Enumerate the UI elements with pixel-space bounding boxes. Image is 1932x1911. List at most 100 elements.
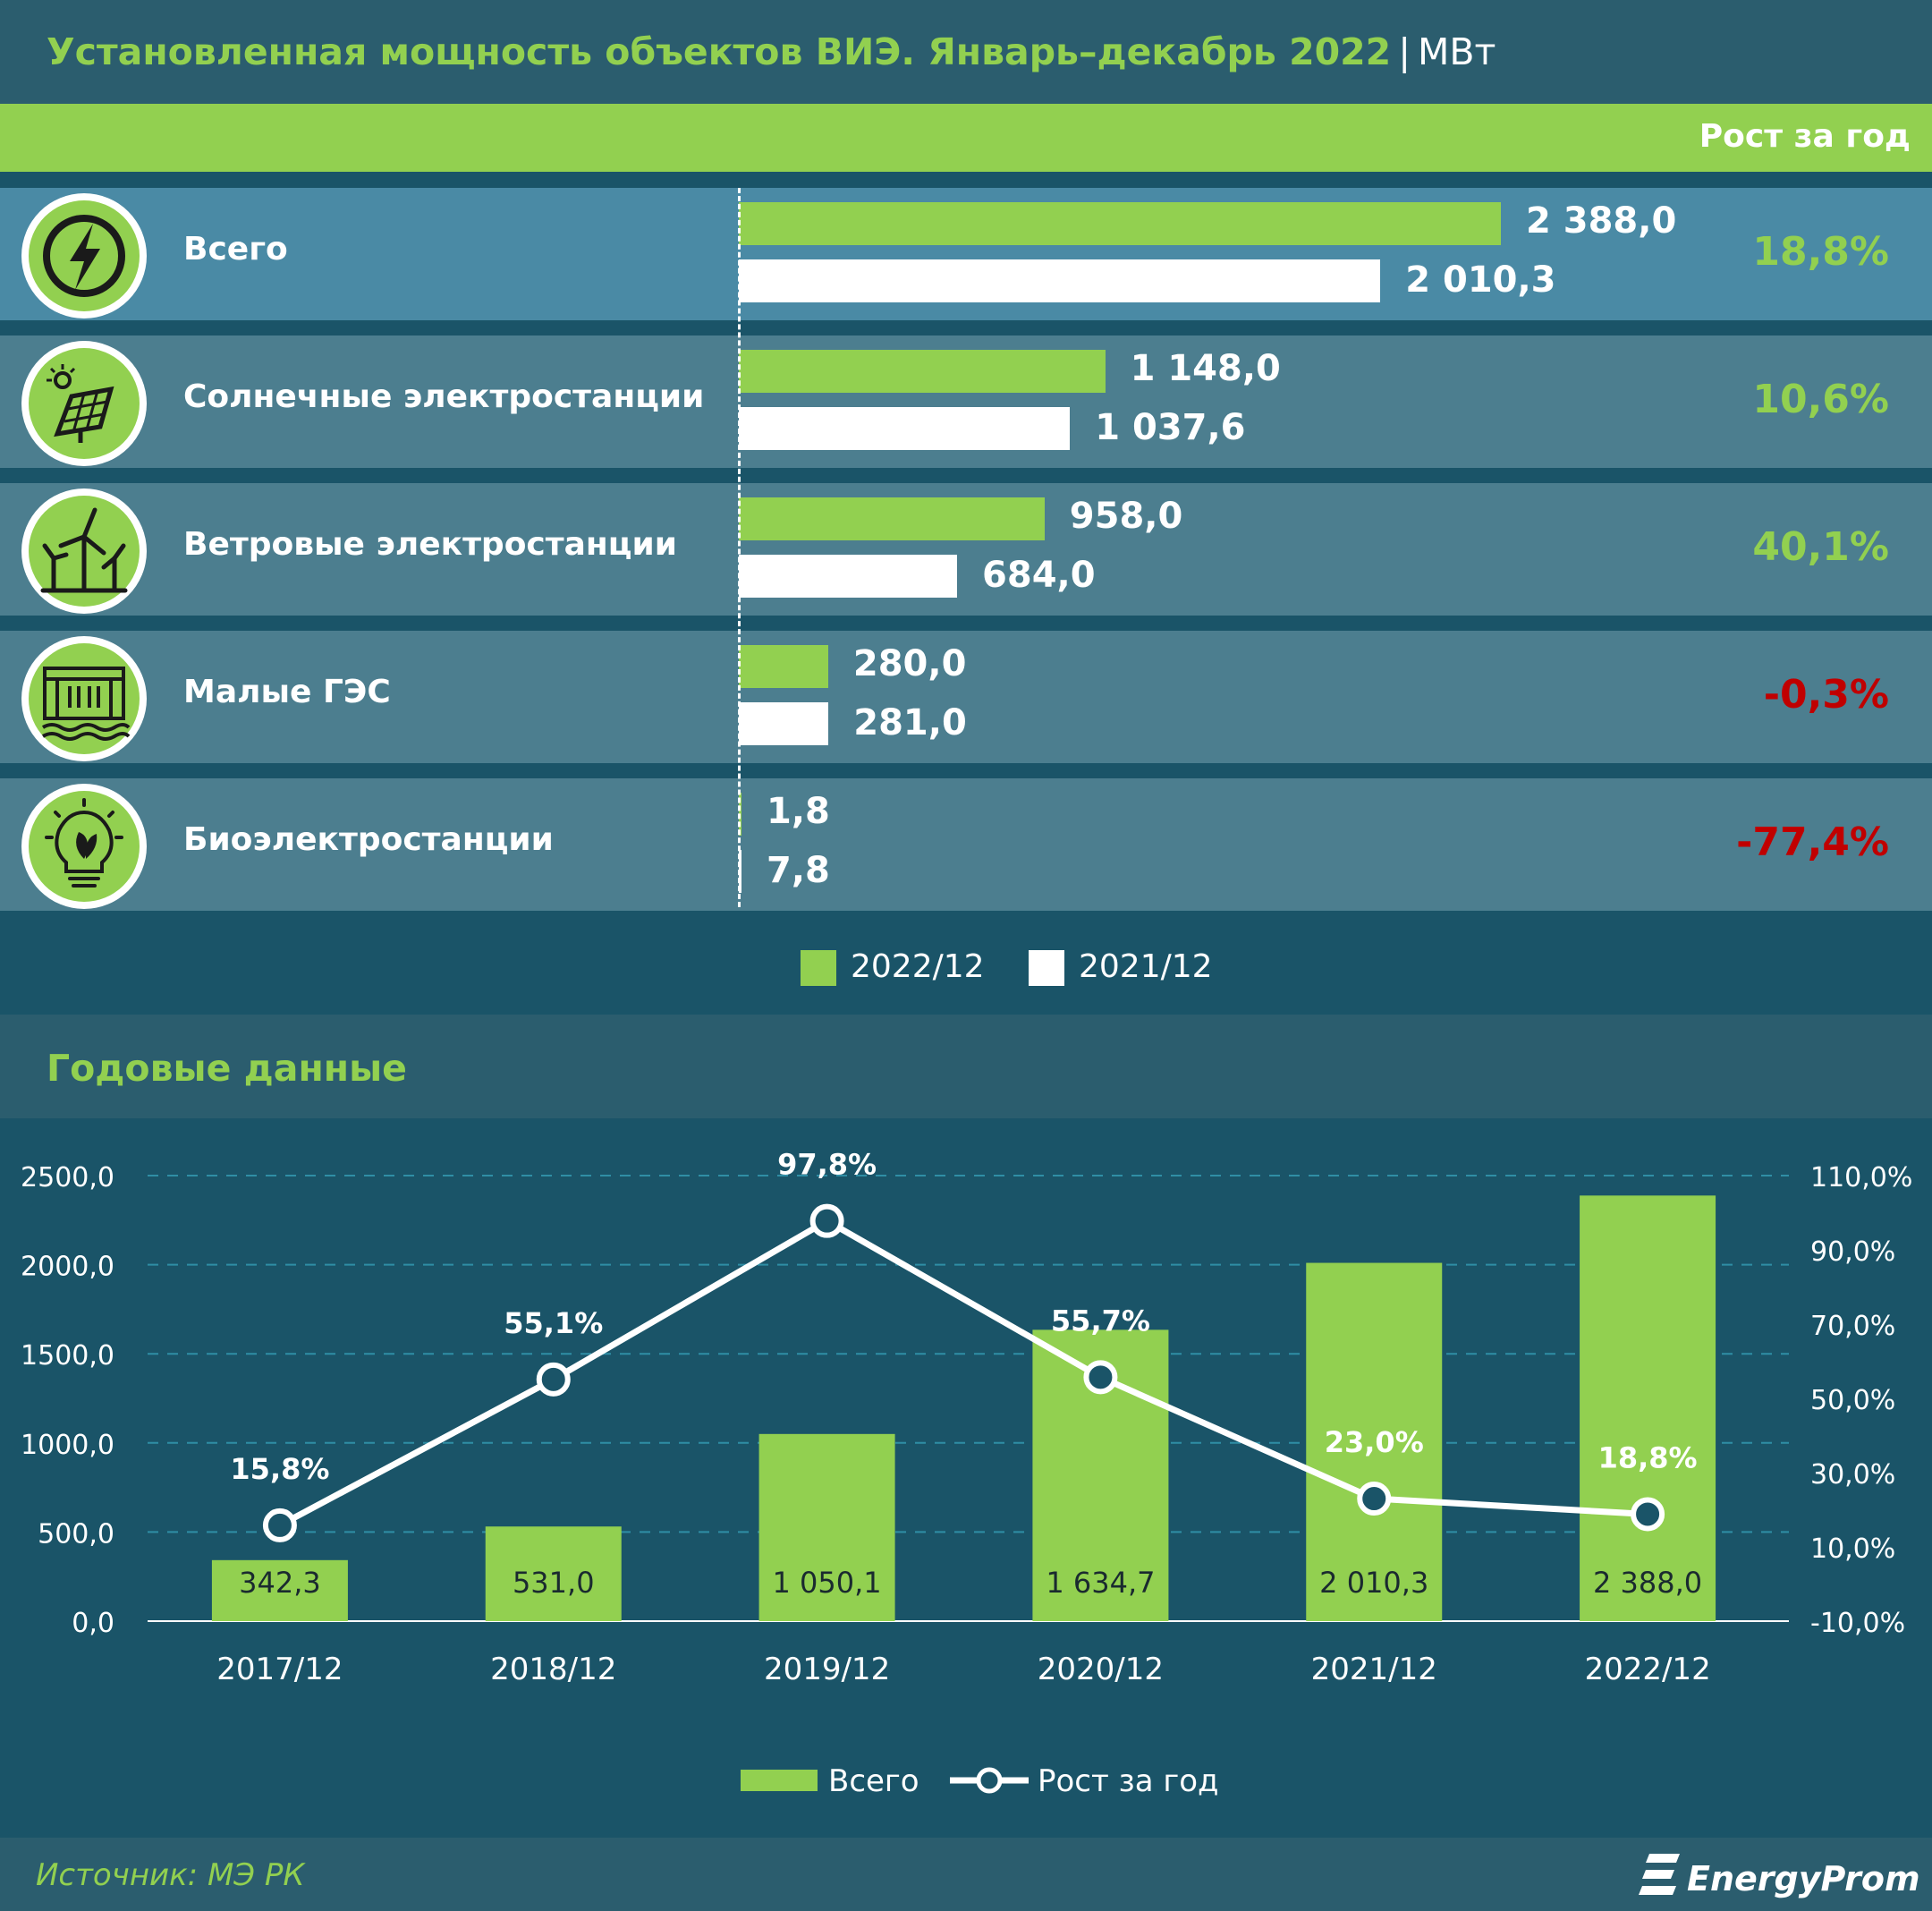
y-right-tick-label: 50,0% (1810, 1385, 1895, 1416)
value-label-previous: 684,0 (982, 555, 1096, 596)
brand-mark-icon (1639, 1854, 1680, 1895)
growth-value: 40,1% (1752, 524, 1889, 570)
growth-value-label: 55,7% (1051, 1304, 1150, 1338)
growth-marker (1631, 1497, 1665, 1532)
y-right-tick-label: 90,0% (1810, 1236, 1895, 1268)
bar-total (211, 1559, 348, 1621)
page-title: Установленная мощность объектов ВИЭ. Янв… (47, 30, 1496, 73)
bar-value-label: 342,3 (239, 1566, 321, 1600)
lightning-icon (18, 190, 150, 322)
growth-value-label: 15,8% (230, 1452, 329, 1486)
value-label-current: 2 388,0 (1526, 200, 1677, 242)
legend-swatch-current (801, 950, 836, 986)
title-unit: МВт (1418, 30, 1496, 73)
axis-divider (738, 188, 741, 907)
wind-turbine-icon (18, 485, 150, 617)
bar-value-label: 2 388,0 (1593, 1566, 1702, 1600)
annual-header: Годовые данные (0, 1015, 1932, 1118)
growth-marker (1083, 1360, 1118, 1395)
y-left-tick-label: 500,0 (38, 1518, 114, 1550)
bar-current (739, 202, 1501, 245)
y-right-tick-label: 110,0% (1810, 1162, 1912, 1193)
y-right-tick-label: 30,0% (1810, 1459, 1895, 1491)
category-label: Ветровые электростанции (183, 526, 677, 563)
growth-marker (1357, 1482, 1392, 1516)
bar-value-label: 1 634,7 (1046, 1566, 1155, 1600)
value-label-current: 280,0 (852, 643, 967, 684)
growth-value: -77,4% (1736, 820, 1889, 865)
annual-title: Годовые данные (47, 1047, 407, 1090)
category-row: Малые ГЭС 280,0 281,0 -0,3% (0, 631, 1932, 763)
hydro-dam-icon (18, 633, 150, 765)
brand-text: EnergyProm (1687, 1859, 1920, 1898)
brand-logo: EnergyProm (1637, 1850, 1920, 1900)
bar-previous (739, 555, 958, 598)
annual-chart: 0,0 500,0 1000,0 1500,0 2000,0 2500,0 -10,0% 10… (0, 1118, 1932, 1838)
x-tick-label: 2017/12 (216, 1652, 343, 1687)
growth-value-label: 23,0% (1325, 1425, 1424, 1459)
y-right-tick-label: 70,0% (1810, 1311, 1895, 1342)
y-right-tick-label: -10,0% (1810, 1608, 1905, 1639)
y-left-tick-label: 2000,0 (21, 1252, 114, 1283)
legend-swatch-total (741, 1770, 818, 1791)
legend-swatch-previous (1029, 950, 1064, 986)
category-label: Всего (183, 231, 288, 268)
growth-header-bar: Рост за год (0, 104, 1932, 172)
legend-label-current: 2022/12 (851, 948, 985, 985)
category-label: Малые ГЭС (183, 674, 391, 710)
category-row: Ветровые электростанции 958,0 684,0 40,1% (0, 483, 1932, 616)
top-legend: 2022/12 2021/12 (0, 941, 1932, 995)
bar-total (758, 1433, 895, 1621)
value-label-previous: 281,0 (853, 702, 967, 743)
x-tick-label: 2020/12 (1038, 1652, 1164, 1687)
growth-value-label: 18,8% (1598, 1440, 1698, 1474)
bar-total (1580, 1195, 1716, 1621)
category-label: Солнечные электростанции (183, 378, 705, 415)
annual-chart-svg: 0,0 500,0 1000,0 1500,0 2000,0 2500,0 -10,0% 10… (21, 1148, 1912, 1799)
legend-label-growth: Рост за год (1038, 1763, 1219, 1799)
bar-current (739, 497, 1045, 540)
bar-value-label: 1 050,1 (773, 1566, 882, 1600)
growth-marker (262, 1508, 297, 1542)
bar-total (485, 1526, 622, 1621)
growth-marker (536, 1362, 571, 1397)
bar-value-label: 2 010,3 (1319, 1566, 1428, 1600)
growth-value: 10,6% (1752, 377, 1889, 422)
growth-value: -0,3% (1763, 672, 1889, 718)
x-tick-label: 2021/12 (1311, 1652, 1437, 1687)
category-row: Биоэлектростанции 1,8 7,8 -77,4% (0, 778, 1932, 911)
bar-value-label: 531,0 (513, 1566, 595, 1600)
growth-column-label: Рост за год (1699, 118, 1911, 155)
x-tick-label: 2019/12 (764, 1652, 890, 1687)
bio-bulb-icon (18, 780, 150, 913)
value-label-current: 958,0 (1069, 496, 1183, 537)
source-note: Источник: МЭ РК (36, 1857, 305, 1893)
title-separator: | (1398, 30, 1411, 73)
category-row: Солнечные электростанции 1 148,0 1 037,6 10… (0, 335, 1932, 468)
bar-current (739, 350, 1106, 393)
bar-previous (739, 407, 1071, 450)
y-left-tick-label: 2500,0 (21, 1162, 114, 1193)
value-label-current: 1,8 (767, 791, 830, 832)
bar-previous (739, 259, 1381, 302)
solar-panel-icon (18, 337, 150, 470)
growth-line (278, 1218, 1648, 1529)
legend-label-previous: 2021/12 (1079, 948, 1213, 985)
value-label-previous: 1 037,6 (1095, 407, 1246, 448)
footer: Источник: МЭ РК EnergyProm (0, 1838, 1932, 1911)
y-right-tick-label: 10,0% (1810, 1533, 1895, 1565)
growth-value: 18,8% (1752, 229, 1889, 275)
category-label: Биоэлектростанции (183, 821, 554, 858)
title-text: Установленная мощность объектов ВИЭ. Янв… (47, 30, 1392, 73)
value-label-current: 1 148,0 (1130, 348, 1281, 389)
legend-label-total: Всего (828, 1763, 919, 1799)
header: Установленная мощность объектов ВИЭ. Янв… (0, 0, 1932, 104)
growth-value-label: 55,1% (504, 1306, 603, 1340)
value-label-previous: 7,8 (767, 850, 830, 891)
y-left-tick-label: 0,0 (72, 1608, 114, 1639)
growth-marker (809, 1203, 844, 1238)
value-label-previous: 2 010,3 (1405, 259, 1556, 301)
category-row: Всего 2 388,0 2 010,3 18,8% (0, 188, 1932, 320)
y-left-tick-label: 1500,0 (21, 1340, 114, 1372)
x-tick-label: 2018/12 (490, 1652, 616, 1687)
